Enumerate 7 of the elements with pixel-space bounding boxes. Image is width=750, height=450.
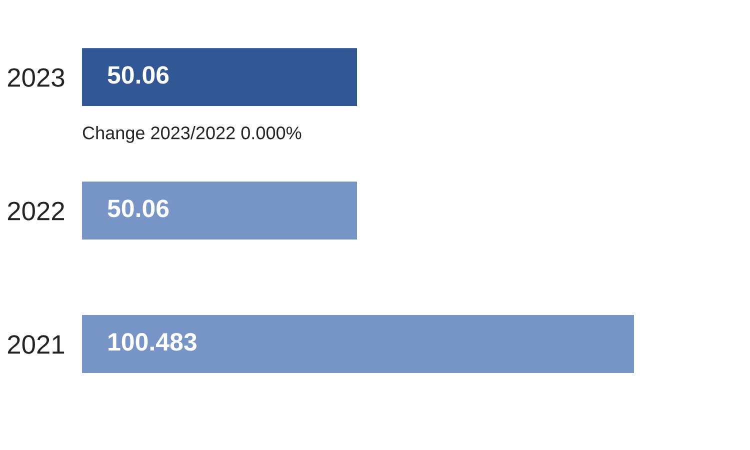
y-tick-label: 2023: [8, 68, 64, 87]
annotation: Change 2023/2022 0.000%: [82, 126, 302, 143]
y-tick-label: 2021: [8, 335, 64, 354]
data-label: 50.06: [108, 200, 169, 218]
data-label: 100.483: [108, 333, 196, 351]
data-label: 50.06: [108, 66, 169, 84]
y-tick-label: 2022: [8, 202, 64, 220]
